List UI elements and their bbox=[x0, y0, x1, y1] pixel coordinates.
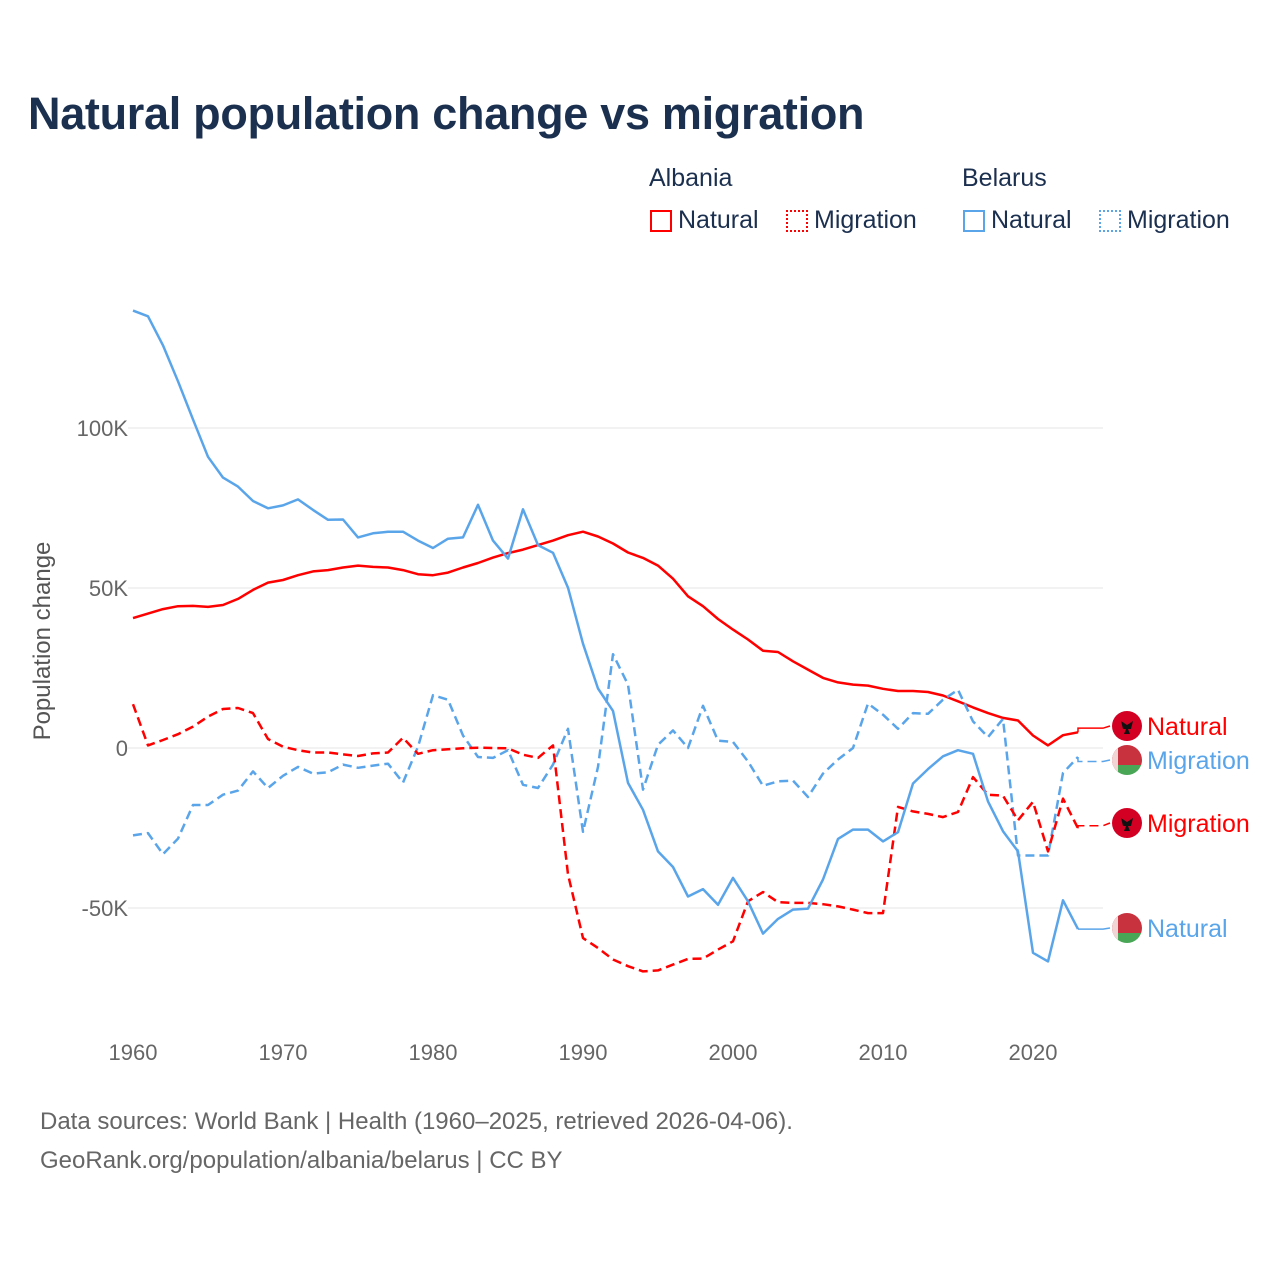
x-tick-label: 2000 bbox=[709, 1040, 758, 1065]
x-tick-label: 1990 bbox=[559, 1040, 608, 1065]
legend-label: Migration bbox=[1127, 206, 1230, 234]
x-tick-label: 2020 bbox=[1009, 1040, 1058, 1065]
legend-albania-natural[interactable]: Natural bbox=[650, 206, 759, 235]
series-line-belarus-natural bbox=[132, 309, 1080, 963]
x-tick-label: 2010 bbox=[859, 1040, 908, 1065]
albania-eagle-icon bbox=[1121, 721, 1133, 734]
series-connector bbox=[1077, 756, 1111, 763]
y-axis-label: Population change bbox=[29, 542, 56, 741]
series-end-label: Natural bbox=[1147, 713, 1228, 741]
y-tick-label: 0 bbox=[116, 736, 128, 761]
legend-albania-migration[interactable]: Migration bbox=[786, 206, 917, 235]
flag-ornament bbox=[1112, 913, 1118, 943]
albania-eagle-icon bbox=[1121, 818, 1133, 831]
legend-swatch-dotted bbox=[1099, 209, 1121, 232]
series-connector bbox=[1077, 725, 1111, 733]
series-end-label: Natural bbox=[1147, 915, 1228, 943]
belarus-flag-icon bbox=[1112, 913, 1142, 943]
legend-swatch-dotted bbox=[786, 209, 808, 232]
legend-swatch-solid bbox=[963, 209, 985, 232]
legend-label: Natural bbox=[991, 206, 1072, 234]
x-tick-label: 1980 bbox=[409, 1040, 458, 1065]
flag-green-band bbox=[1112, 765, 1142, 775]
legend-belarus-natural[interactable]: Natural bbox=[963, 206, 1072, 235]
series-line-belarus-migration bbox=[132, 652, 1079, 857]
legend-label: Natural bbox=[678, 206, 759, 234]
belarus-flag-icon bbox=[1112, 745, 1142, 775]
footer-attribution[interactable]: GeoRank.org/population/albania/belarus |… bbox=[40, 1147, 563, 1174]
series-end-label: Migration bbox=[1147, 810, 1250, 838]
legend-label: Migration bbox=[814, 206, 917, 234]
series-end-label: Migration bbox=[1147, 747, 1250, 775]
y-tick-label: 100K bbox=[77, 416, 129, 441]
footer-sources: Data sources: World Bank | Health (1960–… bbox=[40, 1108, 793, 1135]
legend-belarus-migration[interactable]: Migration bbox=[1099, 206, 1230, 235]
legend-group-belarus: Belarus bbox=[962, 164, 1047, 192]
chart-title: Natural population change vs migration bbox=[28, 88, 865, 139]
flag-red-band bbox=[1112, 745, 1142, 765]
flag-ornament bbox=[1112, 745, 1118, 775]
flag-red-band bbox=[1112, 913, 1142, 933]
flag-green-band bbox=[1112, 933, 1142, 943]
legend-group-albania: Albania bbox=[649, 164, 733, 192]
series-connector bbox=[1077, 822, 1111, 829]
y-tick-label: -50K bbox=[82, 896, 129, 921]
series-connector bbox=[1078, 927, 1111, 930]
series-line-albania-migration bbox=[131, 703, 1080, 973]
series-line-albania-natural bbox=[132, 530, 1079, 747]
legend-swatch-solid bbox=[650, 209, 672, 232]
x-tick-label: 1970 bbox=[259, 1040, 308, 1065]
x-tick-label: 1960 bbox=[109, 1040, 158, 1065]
y-tick-label: 50K bbox=[89, 576, 128, 601]
